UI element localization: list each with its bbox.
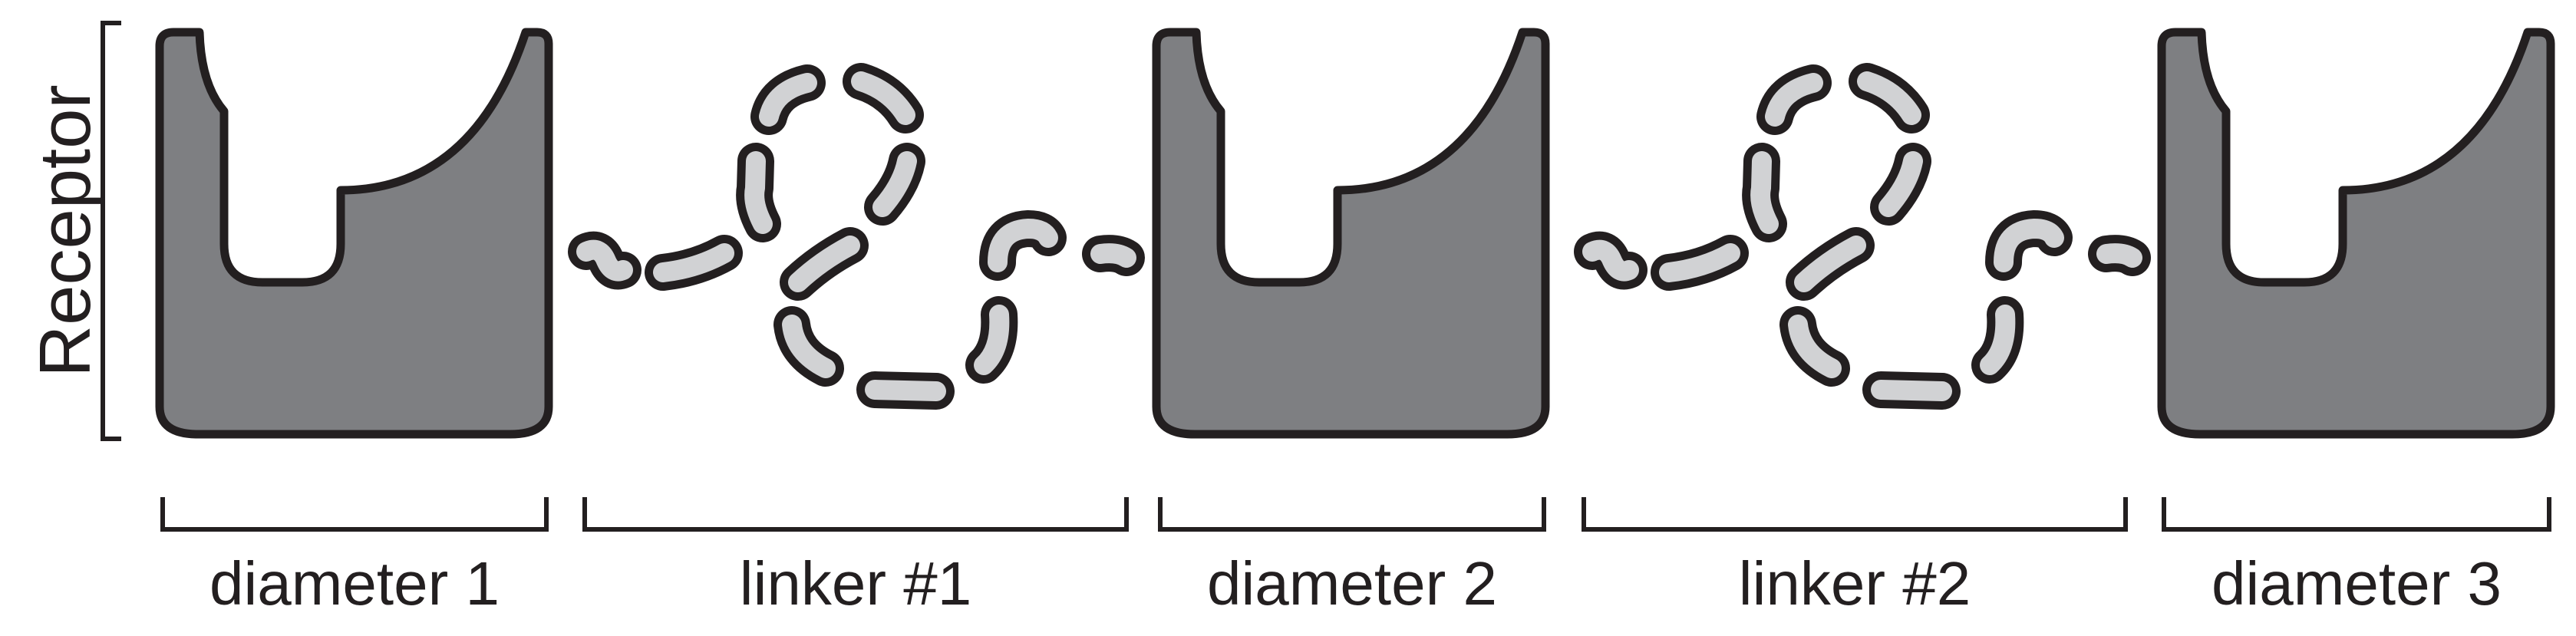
- linker-segment: [965, 296, 1018, 384]
- section-label-linker-2: linker #2: [1739, 549, 1971, 618]
- linker-segment: [1849, 63, 1930, 133]
- section-bracket-diameter-2: [1158, 497, 1546, 532]
- linker-segment: [1082, 235, 1145, 276]
- linker-segment: [1786, 227, 1875, 301]
- section-label-diameter-2: diameter 2: [1207, 549, 1497, 618]
- linker-segment: [750, 64, 826, 135]
- receptor-block-1: [155, 28, 553, 439]
- linker-segment: [568, 231, 642, 290]
- linker-segment: [856, 371, 955, 410]
- linker-chain-2: [1574, 63, 2151, 410]
- linker-segment: [1779, 306, 1850, 387]
- section-label-diameter-3: diameter 3: [2212, 549, 2502, 618]
- linker-segment: [1651, 235, 1749, 291]
- section-bracket-diameter-3: [2162, 497, 2551, 532]
- section-bracket-linker-1: [582, 497, 1129, 532]
- section-bracket-linker-2: [1582, 497, 2128, 532]
- linker-segment: [780, 227, 869, 301]
- linker-segment: [736, 143, 781, 242]
- receptor-bracket: [101, 21, 121, 441]
- linker-segment: [1985, 210, 2073, 281]
- receptor-label: Receptor: [25, 84, 105, 377]
- linker-segment: [843, 63, 924, 133]
- section-label-diameter-1: diameter 1: [209, 549, 500, 618]
- linker-segment: [2088, 235, 2151, 276]
- linker-segment: [1870, 143, 1931, 226]
- section-label-linker-1: linker #1: [740, 549, 971, 618]
- linker-segment: [1862, 371, 1961, 410]
- linker-segment: [979, 210, 1067, 281]
- linker-chain-1: [568, 63, 1145, 410]
- linker-segment: [1574, 231, 1648, 290]
- receptor-block-3: [2157, 28, 2555, 439]
- linker-segment: [1742, 143, 1787, 242]
- receptor-block-2: [1152, 28, 1550, 439]
- section-bracket-diameter-1: [160, 497, 549, 532]
- linker-segment: [1971, 296, 2024, 384]
- linker-segment: [773, 306, 844, 387]
- linker-segment: [864, 143, 925, 226]
- linker-segment: [1756, 64, 1832, 135]
- linker-segment: [645, 235, 743, 291]
